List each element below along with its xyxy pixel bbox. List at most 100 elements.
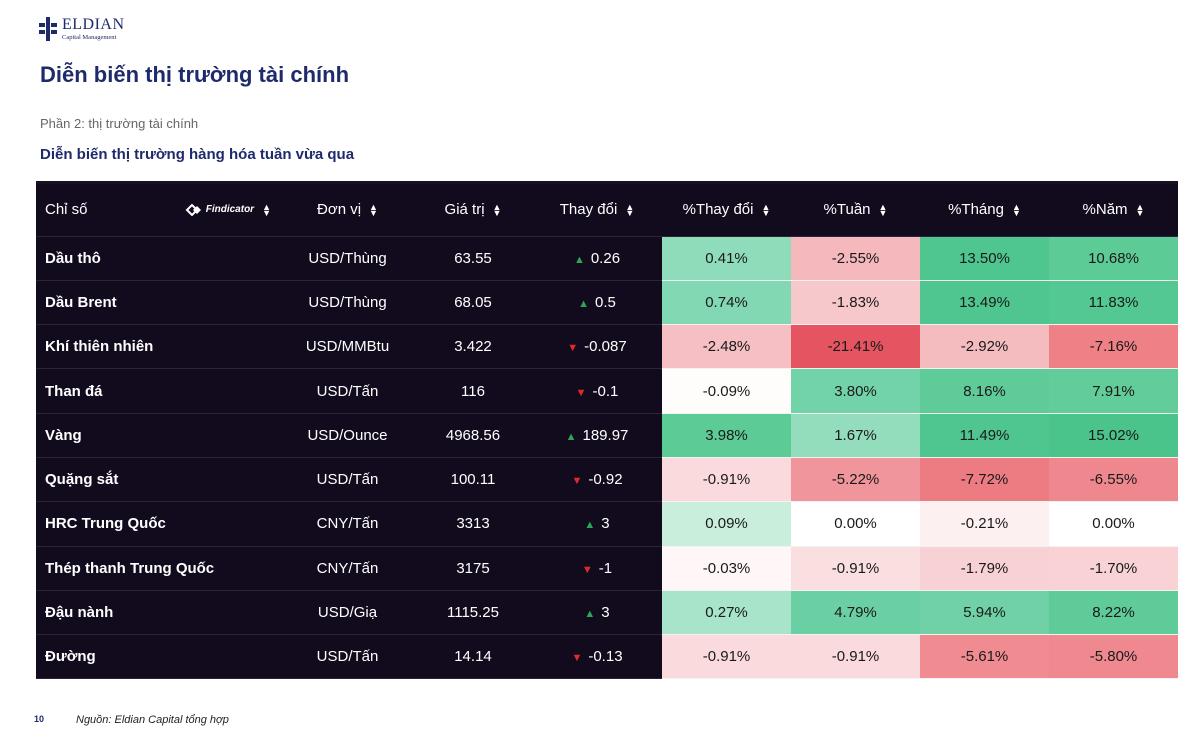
header-label: Giá trị <box>444 201 485 219</box>
header-pct-nam[interactable]: %Năm ▲ ▼ <box>1049 184 1178 237</box>
pct-month-cell: 5.94% <box>920 590 1049 636</box>
sort-icon: ▲ ▼ <box>369 201 378 218</box>
change-cell: ▼ -0.087 <box>532 324 662 370</box>
header-pct-thang[interactable]: %Tháng ▲ ▼ <box>920 184 1049 237</box>
header-pct-thay-doi[interactable]: %Thay đổi ▲ ▼ <box>662 184 791 237</box>
pct-year-cell: 7.91% <box>1049 368 1178 414</box>
unit-cell: USD/Thùng <box>281 236 414 281</box>
arrow-down-icon: ▼ <box>567 342 579 355</box>
pct-change-cell: -2.48% <box>662 324 791 370</box>
findicator-logo-icon <box>185 203 201 216</box>
change-cell: ▼ -1 <box>532 546 662 591</box>
pct-year-cell: -5.80% <box>1049 634 1178 680</box>
page-title: Diễn biến thị trường tài chính <box>40 62 350 87</box>
unit-cell: CNY/Tấn <box>281 501 414 547</box>
unit-cell: USD/Tấn <box>281 634 414 680</box>
pct-year-cell: -6.55% <box>1049 457 1178 503</box>
table-row[interactable]: Đậu nành USD/Giạ 1115.25 ▲ 3 0.27% 4.79% 5.94% 8… <box>36 590 1178 636</box>
change-value: 3 <box>601 604 610 622</box>
table-row[interactable]: Than đá USD/Tấn 116 ▼ -0.1 -0.09% 3.80% 8.16% 7.… <box>36 368 1178 414</box>
commodity-name-cell: Đậu nành <box>36 590 281 636</box>
commodity-name-cell: HRC Trung Quốc <box>36 501 281 547</box>
brand-subtitle: Capital Management <box>62 33 117 41</box>
pct-change-cell: -0.91% <box>662 457 791 503</box>
pct-year-cell: 15.02% <box>1049 413 1178 458</box>
pct-month-cell: -2.92% <box>920 324 1049 370</box>
brand-name: ELDIAN <box>62 15 125 33</box>
arrow-down-icon: ▼ <box>581 563 593 576</box>
pct-year-cell: 8.22% <box>1049 590 1178 636</box>
pct-week-cell: -5.22% <box>791 457 920 503</box>
pct-year-cell: 0.00% <box>1049 501 1178 547</box>
value-cell: 3175 <box>414 546 532 591</box>
header-don-vi[interactable]: Đơn vị ▲ ▼ <box>281 184 414 237</box>
header-thay-doi[interactable]: Thay đổi ▲ ▼ <box>532 184 662 237</box>
unit-cell: USD/Giạ <box>281 590 414 636</box>
header-label: Đơn vị <box>317 201 362 219</box>
unit-cell: CNY/Tấn <box>281 546 414 591</box>
pct-year-cell: 10.68% <box>1049 236 1178 281</box>
change-value: -0.087 <box>584 338 627 356</box>
page-number: 10 <box>34 714 45 724</box>
findicator-logo: Findicator <box>185 203 255 216</box>
pct-change-cell: 0.74% <box>662 280 791 326</box>
header-label: Thay đổi <box>559 201 618 219</box>
commodity-name-cell: Dầu Brent <box>36 280 281 326</box>
header-pct-tuan[interactable]: %Tuần ▲ ▼ <box>791 184 920 237</box>
pct-change-cell: -0.09% <box>662 368 791 414</box>
pct-month-cell: -0.21% <box>920 501 1049 547</box>
table-row[interactable]: Quặng sắt USD/Tấn 100.11 ▼ -0.92 -0.91% -5.22%… <box>36 457 1178 503</box>
change-cell: ▼ -0.92 <box>532 457 662 503</box>
findicator-label: Findicator <box>205 204 255 216</box>
commodity-name-cell: Than đá <box>36 368 281 414</box>
pct-week-cell: -0.91% <box>791 634 920 680</box>
table-row[interactable]: Dầu thô USD/Thùng 63.55 ▲ 0.26 0.41% -2.55% 13.… <box>36 236 1178 281</box>
brand-logo: ELDIAN Capital Management <box>38 16 125 42</box>
table-row[interactable]: Khí thiên nhiên USD/MMBtu 3.422 ▼ -0.087 -2.4… <box>36 324 1178 370</box>
pct-change-cell: 0.27% <box>662 590 791 636</box>
pct-week-cell: 0.00% <box>791 501 920 547</box>
sort-icon: ▲ ▼ <box>625 201 635 218</box>
arrow-up-icon: ▲ <box>584 519 596 532</box>
arrow-up-icon: ▲ <box>565 430 577 443</box>
unit-cell: USD/MMBtu <box>281 324 414 370</box>
change-value: 0.26 <box>590 249 621 267</box>
pct-week-cell: 1.67% <box>791 413 920 458</box>
change-value: -1 <box>598 559 613 577</box>
commodity-name-cell: Đường <box>36 634 281 680</box>
commodity-name-cell: Quặng sắt <box>36 457 281 503</box>
pct-change-cell: 0.09% <box>662 501 791 547</box>
pct-month-cell: 13.49% <box>920 280 1049 326</box>
header-gia-tri[interactable]: Giá trị ▲ ▼ <box>414 184 532 237</box>
table-row[interactable]: Đường USD/Tấn 14.14 ▼ -0.13 -0.91% -0.91% -5.61… <box>36 634 1178 680</box>
sort-icon: ▲ ▼ <box>1011 201 1021 218</box>
change-value: 3 <box>601 515 610 533</box>
table-row[interactable]: Vàng USD/Ounce 4968.56 ▲ 189.97 3.98% 1.67% 11.… <box>36 413 1178 458</box>
arrow-down-icon: ▼ <box>571 652 583 665</box>
table-row[interactable]: Dầu Brent USD/Thùng 68.05 ▲ 0.5 0.74% -1.83% 13… <box>36 280 1178 326</box>
arrow-up-icon: ▲ <box>578 297 590 310</box>
commodity-name-cell: Dầu thô <box>36 236 281 281</box>
table-row[interactable]: Thép thanh Trung Quốc CNY/Tấn 3175 ▼ -1 -0.03… <box>36 546 1178 591</box>
sort-icon: ▲ ▼ <box>761 201 771 218</box>
pct-year-cell: -7.16% <box>1049 324 1178 370</box>
value-cell: 63.55 <box>414 236 532 281</box>
sort-icon: ▲ ▼ <box>262 201 271 218</box>
change-cell: ▲ 189.97 <box>532 413 662 458</box>
pct-change-cell: -0.03% <box>662 546 791 591</box>
header-chi-so[interactable]: Chỉ số Findicator ▲ <box>36 184 281 237</box>
change-value: -0.1 <box>592 382 619 400</box>
value-cell: 100.11 <box>414 457 532 503</box>
commodity-table-wrapper: Chỉ số Findicator ▲ <box>36 181 1178 680</box>
table-row[interactable]: HRC Trung Quốc CNY/Tấn 3313 ▲ 3 0.09% 0.00% -0.… <box>36 501 1178 547</box>
pct-week-cell: -1.83% <box>791 280 920 326</box>
value-cell: 3313 <box>414 501 532 547</box>
commodity-name-cell: Thép thanh Trung Quốc <box>36 546 281 591</box>
arrow-down-icon: ▼ <box>575 386 587 399</box>
value-cell: 4968.56 <box>414 413 532 458</box>
header-label: Chỉ số <box>45 201 88 219</box>
pct-month-cell: 11.49% <box>920 413 1049 458</box>
arrow-up-icon: ▲ <box>584 608 596 621</box>
change-value: 0.5 <box>595 293 616 311</box>
pct-week-cell: -2.55% <box>791 236 920 281</box>
